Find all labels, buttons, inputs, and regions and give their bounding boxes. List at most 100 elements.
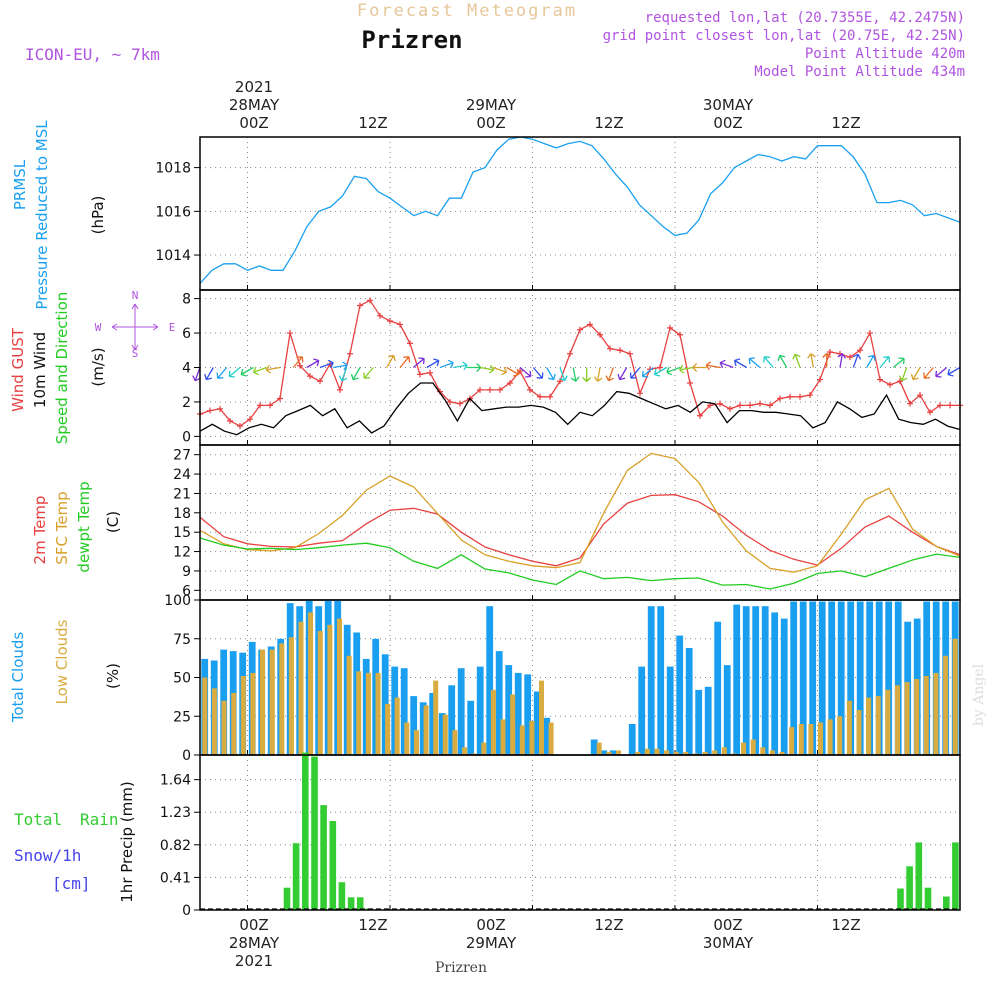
gust-marker — [257, 402, 263, 409]
bar-total-clouds — [771, 612, 779, 755]
wind-direction-arrow — [593, 367, 603, 382]
bar-low-clouds — [654, 748, 660, 755]
gust-marker — [207, 407, 213, 414]
gust-marker — [377, 312, 383, 319]
bottom-day-label: 30MAY — [703, 934, 754, 952]
gust-marker — [247, 416, 253, 423]
bottom-hour-label: 00Z — [713, 916, 742, 934]
gust-marker — [227, 417, 233, 424]
gust-marker — [827, 349, 833, 355]
bar-total-rain — [906, 866, 913, 910]
bar-total-rain — [302, 752, 309, 910]
bar-low-clouds — [231, 693, 237, 755]
y-tick-label: 15 — [173, 525, 191, 541]
gust-marker — [277, 395, 283, 402]
precipitation-frame — [199, 754, 961, 911]
y-tick-label: 0.82 — [160, 838, 191, 854]
gust-marker — [767, 402, 773, 409]
wind-direction-arrow — [617, 367, 628, 381]
bar-total-clouds — [657, 606, 665, 755]
bar-total-clouds — [590, 739, 598, 755]
wind-direction-arrow — [228, 367, 241, 378]
bottom-year-label: 2021 — [235, 952, 273, 970]
bar-total-clouds — [638, 666, 646, 755]
bar-low-clouds — [221, 700, 227, 756]
bar-low-clouds — [548, 722, 554, 755]
gust-marker — [807, 392, 813, 399]
temp-2m-label: 2m Temp — [31, 496, 49, 565]
gust-marker — [527, 386, 533, 393]
total-clouds-label: Total Clouds — [9, 632, 27, 724]
bottom-day-label: 29MAY — [466, 934, 517, 952]
point-altitude: Point Altitude 420m — [805, 46, 965, 62]
y-tick-label: 6 — [182, 326, 191, 342]
bar-total-clouds — [647, 606, 655, 755]
top-hour-label: 12Z — [358, 114, 387, 132]
bar-total-clouds — [733, 604, 741, 755]
gust-marker — [757, 400, 763, 407]
bar-low-clouds — [202, 677, 208, 755]
bar-total-clouds — [628, 724, 636, 755]
gust-marker — [487, 386, 493, 393]
gust-marker — [687, 380, 693, 386]
gust-marker — [577, 326, 583, 333]
y-tick-label: 100 — [164, 593, 191, 609]
gust-marker — [697, 412, 703, 419]
top-day-label: 29MAY — [466, 96, 517, 114]
y-tick-label: 0.41 — [160, 870, 191, 886]
requested-coords: requested lon,lat (20.7355E, 42.2475N) — [645, 10, 965, 26]
y-tick-label: 2 — [182, 395, 191, 411]
bar-low-clouds — [288, 637, 294, 755]
gust-marker — [907, 400, 913, 407]
wind-direction-arrow — [852, 353, 862, 368]
gust-marker — [607, 345, 613, 352]
bar-low-clouds — [404, 722, 410, 755]
y-tick-label: 12 — [173, 545, 191, 561]
top-day-label: 30MAY — [703, 96, 754, 114]
wind-direction-arrow — [252, 366, 267, 376]
wind-direction-arrow — [947, 366, 961, 377]
wind-direction-arrow — [426, 358, 440, 369]
bar-total-clouds — [533, 691, 541, 755]
bar-total-clouds — [856, 601, 864, 755]
compass-icon: W E N S — [95, 289, 176, 360]
bar-low-clouds — [260, 649, 265, 755]
y-tick-label: 0 — [182, 748, 191, 764]
bar-total-clouds — [495, 651, 503, 755]
wind-direction-arrow — [666, 366, 681, 376]
bar-low-clouds — [298, 621, 304, 755]
wind-direction-arrow — [641, 367, 654, 378]
wind-direction-arrow — [265, 364, 281, 374]
wind-direction-arrow — [879, 356, 891, 368]
bar-total-clouds — [790, 601, 798, 755]
wind-direction-arrow — [837, 353, 847, 368]
gust-marker — [397, 321, 403, 328]
bar-total-clouds — [429, 693, 437, 755]
prmsl-label: PRMSL — [11, 159, 29, 210]
bar-low-clouds — [635, 751, 641, 755]
bar-low-clouds — [452, 730, 458, 755]
temperature-panel: 6 9 12 15 18 21 24 27 — [173, 444, 961, 601]
chart-subtitle: Forecast Meteogram — [357, 1, 577, 21]
wind-direction-arrow — [719, 359, 734, 369]
series-line-prmsl — [199, 136, 961, 284]
bar-low-clouds — [846, 700, 852, 756]
gust-marker — [297, 362, 303, 369]
bar-total-clouds — [714, 621, 722, 755]
y-tick-label: 50 — [173, 671, 191, 687]
wind-direction-arrow — [338, 367, 348, 382]
y-tick-label: 1.64 — [160, 773, 191, 789]
snow-unit: [cm] — [52, 874, 91, 893]
top-time-axis: 2021 28MAY 00Z 12Z 29MAY 00Z 12Z 30MAY 0… — [229, 78, 861, 132]
wind-direction-arrow — [439, 359, 454, 369]
gust-marker — [317, 378, 323, 385]
snow-label: Snow/1h — [14, 846, 81, 865]
gust-marker — [337, 386, 343, 393]
gust-marker — [897, 378, 903, 385]
precip-labels: Total Rain Snow/1h [cm] 1hr Precip (mm) — [14, 781, 136, 902]
bar-total-clouds — [391, 666, 399, 755]
wind-direction-arrow — [582, 367, 592, 382]
bottom-hour-label: 12Z — [594, 916, 623, 934]
gust-marker — [347, 350, 353, 357]
gust-marker — [947, 402, 953, 409]
